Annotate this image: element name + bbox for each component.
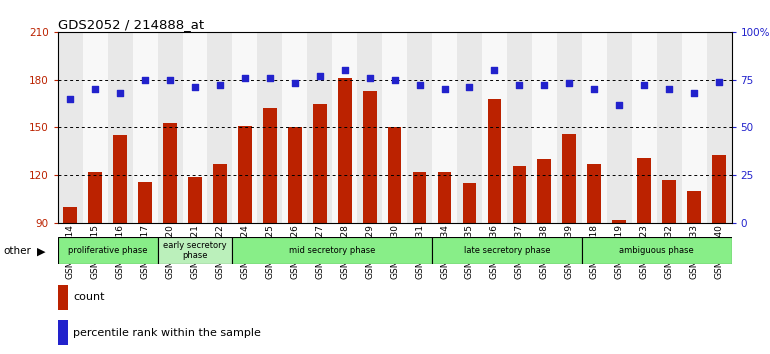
Point bbox=[64, 96, 76, 102]
Bar bbox=[313, 104, 326, 223]
Bar bbox=[382, 32, 407, 223]
Bar bbox=[357, 32, 382, 223]
Bar bbox=[588, 164, 601, 223]
Text: other: other bbox=[4, 246, 32, 256]
Point bbox=[114, 90, 126, 96]
Bar bbox=[463, 183, 477, 223]
Bar bbox=[82, 32, 108, 223]
Bar bbox=[388, 127, 401, 223]
Point bbox=[588, 86, 601, 92]
Point bbox=[388, 77, 400, 82]
Bar bbox=[631, 32, 657, 223]
Point bbox=[339, 67, 351, 73]
Bar bbox=[58, 237, 158, 264]
Bar bbox=[707, 32, 732, 223]
Bar bbox=[532, 32, 557, 223]
Point bbox=[488, 67, 500, 73]
Point bbox=[164, 77, 176, 82]
Bar bbox=[582, 237, 732, 264]
Bar bbox=[207, 32, 233, 223]
Point bbox=[189, 85, 201, 90]
Bar bbox=[233, 32, 257, 223]
Bar bbox=[432, 237, 582, 264]
Bar bbox=[482, 32, 507, 223]
Point bbox=[514, 82, 526, 88]
Bar bbox=[158, 237, 233, 264]
Bar bbox=[407, 32, 432, 223]
Point bbox=[613, 102, 625, 107]
Bar bbox=[257, 32, 283, 223]
Bar bbox=[638, 158, 651, 223]
Bar bbox=[307, 32, 332, 223]
Point bbox=[413, 82, 426, 88]
Bar bbox=[413, 172, 427, 223]
Bar bbox=[158, 32, 182, 223]
Point bbox=[713, 79, 725, 84]
Bar bbox=[657, 32, 681, 223]
Bar bbox=[283, 32, 307, 223]
Point bbox=[263, 75, 276, 81]
Point bbox=[363, 75, 376, 81]
Bar bbox=[487, 99, 501, 223]
Point bbox=[139, 77, 151, 82]
Bar bbox=[89, 172, 102, 223]
Bar bbox=[182, 32, 207, 223]
Bar bbox=[338, 78, 352, 223]
Point bbox=[638, 82, 651, 88]
Text: count: count bbox=[73, 292, 105, 302]
Bar bbox=[132, 32, 158, 223]
Text: ambiguous phase: ambiguous phase bbox=[619, 246, 694, 255]
Bar bbox=[263, 108, 276, 223]
Bar bbox=[233, 237, 432, 264]
Bar bbox=[432, 32, 457, 223]
Bar bbox=[557, 32, 582, 223]
Bar bbox=[332, 32, 357, 223]
Bar bbox=[612, 220, 626, 223]
Text: ▶: ▶ bbox=[37, 246, 45, 256]
Bar bbox=[163, 123, 177, 223]
Point bbox=[239, 75, 251, 81]
Bar bbox=[288, 127, 302, 223]
Bar bbox=[213, 164, 227, 223]
Bar bbox=[562, 134, 576, 223]
Bar bbox=[513, 166, 526, 223]
Point bbox=[563, 81, 575, 86]
Point bbox=[663, 86, 675, 92]
Bar bbox=[108, 32, 132, 223]
Bar bbox=[681, 32, 707, 223]
Bar bbox=[58, 32, 82, 223]
Text: proliferative phase: proliferative phase bbox=[68, 246, 147, 255]
Bar bbox=[63, 207, 77, 223]
Bar bbox=[662, 180, 676, 223]
Bar bbox=[607, 32, 631, 223]
Bar bbox=[687, 191, 701, 223]
Point bbox=[688, 90, 700, 96]
Point bbox=[438, 86, 450, 92]
Bar bbox=[437, 172, 451, 223]
Point bbox=[289, 81, 301, 86]
Point bbox=[464, 85, 476, 90]
Bar bbox=[363, 91, 377, 223]
Bar bbox=[507, 32, 532, 223]
Bar bbox=[238, 126, 252, 223]
Bar bbox=[113, 136, 127, 223]
Point bbox=[313, 73, 326, 79]
Point bbox=[89, 86, 102, 92]
Bar bbox=[537, 159, 551, 223]
Bar bbox=[582, 32, 607, 223]
Bar bbox=[188, 177, 202, 223]
Point bbox=[214, 82, 226, 88]
Text: percentile rank within the sample: percentile rank within the sample bbox=[73, 328, 261, 338]
Text: early secretory
phase: early secretory phase bbox=[163, 241, 227, 260]
Point bbox=[538, 82, 551, 88]
Bar bbox=[457, 32, 482, 223]
Text: GDS2052 / 214888_at: GDS2052 / 214888_at bbox=[58, 18, 204, 31]
Text: mid secretory phase: mid secretory phase bbox=[289, 246, 376, 255]
Bar bbox=[712, 154, 726, 223]
Bar bbox=[139, 182, 152, 223]
Text: late secretory phase: late secretory phase bbox=[464, 246, 551, 255]
